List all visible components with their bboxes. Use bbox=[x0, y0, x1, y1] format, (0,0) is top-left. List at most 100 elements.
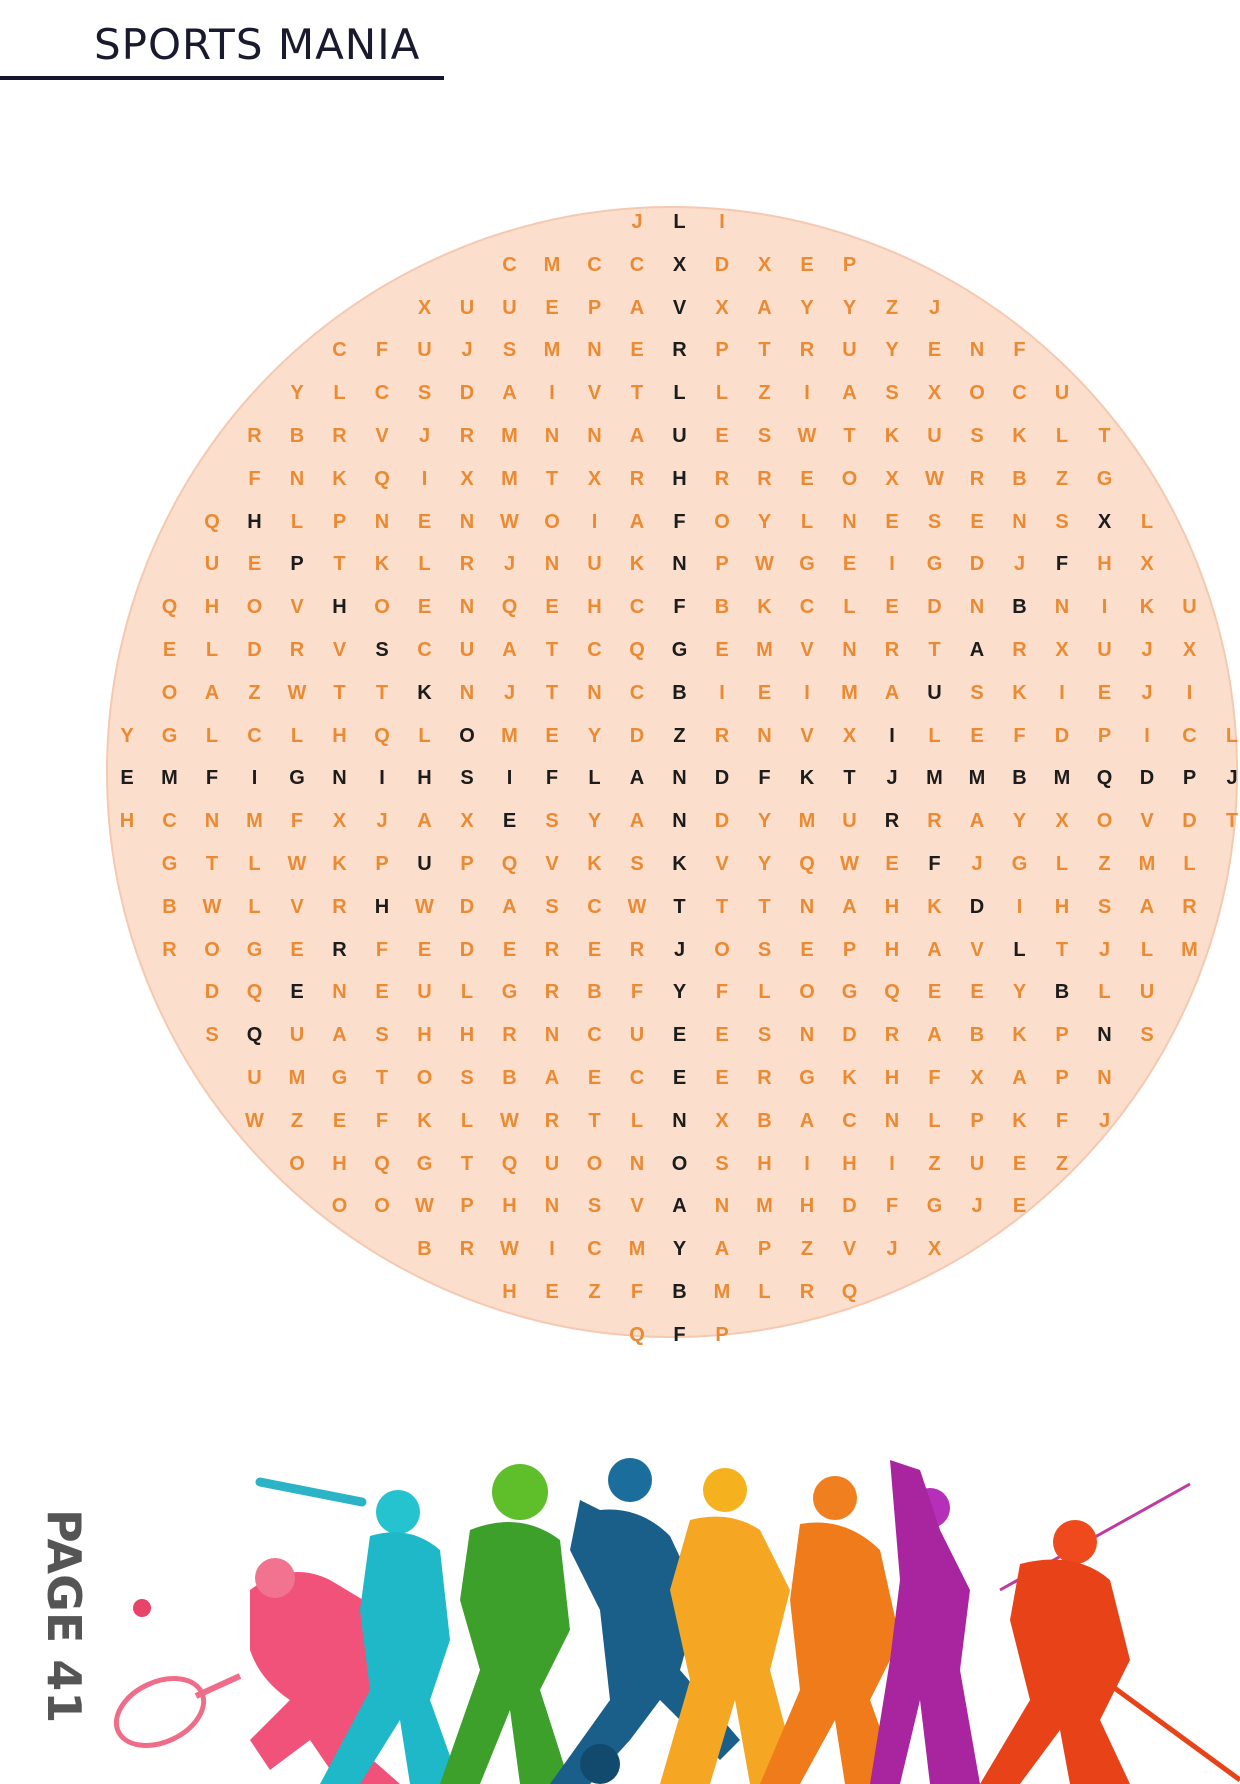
grid-letter: J bbox=[971, 1195, 983, 1218]
grid-letter: N bbox=[587, 681, 602, 704]
grid-letter: E bbox=[332, 1109, 347, 1132]
grid-letter: F bbox=[290, 810, 304, 833]
grid-letter: I bbox=[804, 681, 810, 704]
grid-letter: P bbox=[375, 853, 389, 875]
grid-letter: I bbox=[1016, 895, 1023, 918]
grid-letter: N bbox=[587, 339, 602, 362]
grid-letter: A bbox=[544, 1067, 560, 1089]
grid-letter: L bbox=[1140, 938, 1154, 961]
grid-letter: N bbox=[969, 596, 985, 619]
grid-letter: B bbox=[1012, 467, 1027, 490]
grid-letter: B bbox=[162, 895, 177, 918]
grid-letter: V bbox=[970, 938, 984, 961]
grid-letter: T bbox=[758, 339, 771, 362]
grid-letter: L bbox=[928, 724, 941, 747]
grid-letter: E bbox=[290, 938, 304, 961]
grid-letter: E bbox=[715, 425, 729, 447]
grid-letter: A bbox=[629, 296, 645, 319]
grid-letter: C bbox=[1012, 382, 1027, 405]
grid-letter: M bbox=[756, 1195, 773, 1218]
grid-letter: B bbox=[502, 1067, 517, 1089]
grid-letter: R bbox=[162, 938, 177, 961]
grid-letter: C bbox=[587, 639, 602, 661]
grid-letter: D bbox=[969, 553, 985, 576]
grid-letter: G bbox=[799, 553, 815, 576]
grid-letter: F bbox=[248, 467, 261, 490]
grid-letter: D bbox=[714, 810, 730, 833]
grid-letter: N bbox=[204, 810, 220, 833]
grid-letter: W bbox=[840, 853, 859, 875]
grid-letter: W bbox=[797, 425, 817, 447]
grid-letter: E bbox=[800, 938, 814, 961]
grid-letter: A bbox=[842, 382, 857, 405]
grid-letter: N bbox=[1012, 510, 1027, 533]
grid-letter: R bbox=[544, 938, 560, 961]
grid-letter: I bbox=[889, 724, 895, 747]
grid-letter: L bbox=[1055, 853, 1069, 875]
grid-letter: Q bbox=[884, 981, 900, 1004]
grid-letter: S bbox=[885, 382, 899, 405]
grid-letter: L bbox=[588, 767, 601, 790]
grid-letter: D bbox=[1054, 724, 1070, 747]
grid-letter: R bbox=[332, 938, 347, 961]
grid-letter: T bbox=[715, 895, 729, 918]
grid-letter: E bbox=[927, 981, 942, 1004]
grid-letter: K bbox=[417, 681, 432, 704]
grid-letter: P bbox=[290, 553, 304, 576]
grid-letter: N bbox=[672, 810, 687, 833]
grid-letter: Y bbox=[800, 296, 814, 319]
grid-letter: F bbox=[375, 1109, 389, 1132]
grid-letter: X bbox=[672, 253, 687, 276]
grid-letter: E bbox=[545, 296, 559, 319]
grid-letter: U bbox=[842, 339, 857, 362]
grid-letter: C bbox=[374, 382, 390, 405]
grid-letter: G bbox=[926, 553, 943, 576]
grid-letter: X bbox=[1055, 639, 1069, 661]
hockey-player-icon bbox=[980, 1482, 1240, 1784]
grid-letter: U bbox=[842, 810, 857, 833]
grid-letter: I bbox=[251, 767, 258, 790]
grid-letter: M bbox=[161, 767, 178, 790]
grid-letter: J bbox=[631, 211, 643, 233]
grid-letter: I bbox=[591, 510, 598, 533]
grid-letter: U bbox=[247, 1067, 262, 1089]
grid-letter: U bbox=[502, 296, 517, 319]
grid-letter: I bbox=[379, 767, 385, 790]
grid-letter: K bbox=[1139, 596, 1155, 619]
grid-letter: Z bbox=[1098, 853, 1111, 875]
grid-letter: D bbox=[1182, 810, 1197, 833]
grid-letter: X bbox=[715, 1109, 729, 1132]
grid-letter: S bbox=[927, 510, 942, 533]
grid-letter: E bbox=[842, 553, 857, 576]
grid-letter: R bbox=[672, 339, 687, 362]
grid-letter: Z bbox=[1055, 467, 1069, 490]
grid-letter: U bbox=[587, 553, 602, 576]
grid-letter: P bbox=[1055, 1024, 1069, 1047]
grid-letter: L bbox=[758, 981, 771, 1004]
grid-letter: O bbox=[714, 938, 730, 961]
grid-letter: W bbox=[202, 895, 222, 918]
grid-letter: Q bbox=[161, 596, 178, 619]
grid-letter: Q bbox=[1096, 767, 1113, 790]
grid-letter: S bbox=[545, 895, 559, 918]
grid-letter: N bbox=[587, 425, 602, 447]
grid-letter: E bbox=[1012, 1152, 1027, 1175]
grid-letter: E bbox=[970, 724, 984, 747]
grid-letter: R bbox=[799, 1281, 815, 1303]
grid-letter: S bbox=[205, 1024, 219, 1047]
grid-letter: H bbox=[247, 510, 262, 533]
grid-letter: E bbox=[715, 1024, 729, 1047]
grid-letter: A bbox=[502, 895, 517, 918]
grid-letter: E bbox=[715, 639, 729, 661]
grid-letter: N bbox=[672, 767, 687, 790]
grid-letter: T bbox=[205, 853, 219, 875]
grid-letter: S bbox=[375, 1024, 389, 1047]
grid-letter: E bbox=[502, 938, 517, 961]
grid-letter: K bbox=[1012, 1109, 1027, 1132]
grid-letter: D bbox=[459, 938, 475, 961]
grid-letter: R bbox=[714, 724, 730, 747]
grid-letter: H bbox=[1097, 553, 1112, 576]
grid-letter: N bbox=[459, 510, 475, 533]
grid-letter: J bbox=[886, 1238, 898, 1261]
grid-letter: Z bbox=[800, 1238, 814, 1261]
